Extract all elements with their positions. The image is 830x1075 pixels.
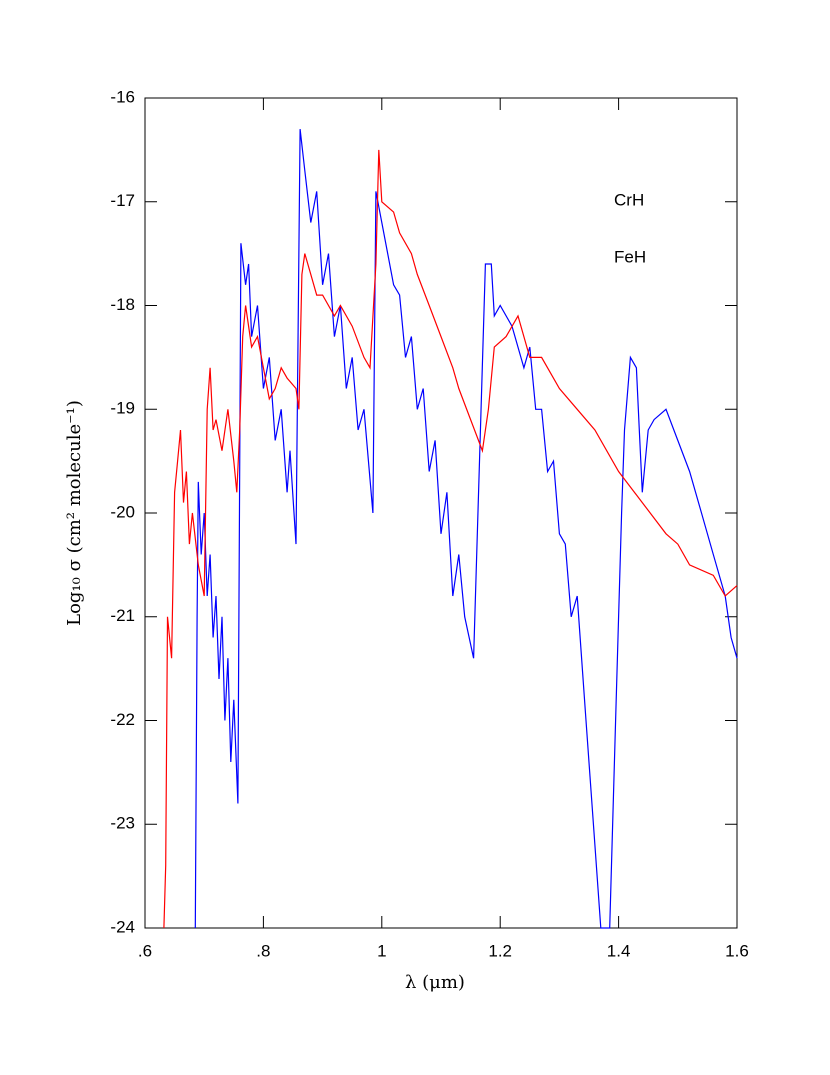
legend-entry: FeH xyxy=(614,247,646,266)
y-tick-label: -23 xyxy=(110,814,135,833)
y-tick-label: -17 xyxy=(110,191,135,210)
y-tick-label: -24 xyxy=(110,917,135,936)
y-axis-label: Log₁₀ σ (cm² molecule⁻¹) xyxy=(64,400,85,626)
y-tick-label: -18 xyxy=(110,295,135,314)
spectrum-line xyxy=(163,149,738,929)
x-tick-label: .8 xyxy=(256,941,270,960)
x-tick-label: 1.6 xyxy=(725,941,749,960)
y-tick-label: -22 xyxy=(110,710,135,729)
y-tick-label: -16 xyxy=(110,87,135,106)
y-tick-label: -19 xyxy=(110,399,135,418)
x-tick-label: .6 xyxy=(138,941,152,960)
x-axis-label: λ (μm) xyxy=(405,972,465,993)
y-tick-label: -21 xyxy=(110,606,135,625)
y-tick-label: -20 xyxy=(110,502,135,521)
x-tick-label: 1 xyxy=(377,941,386,960)
spectrum-line xyxy=(194,129,738,929)
legend-entry: CrH xyxy=(614,190,644,209)
x-tick-label: 1.2 xyxy=(488,941,512,960)
x-tick-label: 1.4 xyxy=(607,941,631,960)
plot-frame xyxy=(144,97,738,929)
